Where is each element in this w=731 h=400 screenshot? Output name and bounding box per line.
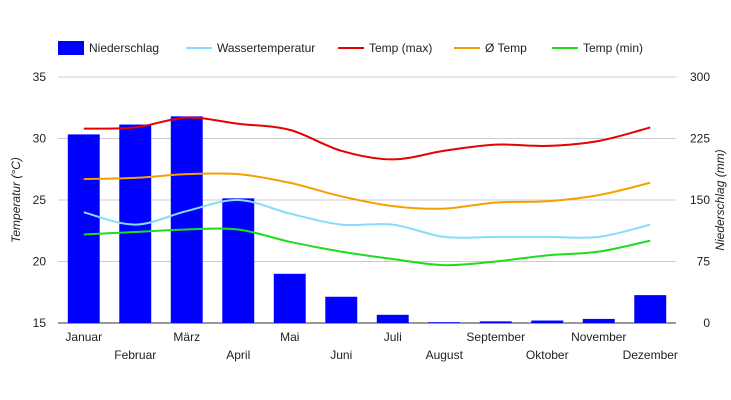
y-tick-label-left: 20 xyxy=(33,255,47,269)
x-tick-label: Juli xyxy=(384,330,402,344)
y-tick-label-right: 225 xyxy=(690,132,710,146)
legend-label: Ø Temp xyxy=(485,41,527,55)
legend-item-niederschlag: Niederschlag xyxy=(58,41,159,55)
x-tick-label: Juni xyxy=(330,348,352,362)
bar-niederschlag xyxy=(376,314,409,323)
x-tick-label: März xyxy=(173,330,200,344)
x-tick-label: Dezember xyxy=(623,348,678,362)
line-temp-min xyxy=(83,227,651,267)
y-tick-label-right: 150 xyxy=(690,193,710,207)
legend-label: Wassertemperatur xyxy=(217,41,315,55)
x-tick-label: August xyxy=(426,348,464,362)
y-axis-title-right: Niederschlag (mm) xyxy=(713,149,727,250)
line-o-temp xyxy=(83,172,651,210)
legend-label: Temp (min) xyxy=(583,41,643,55)
x-axis: Januar Februar März April Mai Juni Juli AugustS… xyxy=(65,330,678,362)
x-tick-label: Februar xyxy=(114,348,156,362)
gridlines xyxy=(58,76,676,324)
bar-niederschlag xyxy=(325,296,358,323)
legend-item-o-temp: Ø Temp xyxy=(454,41,527,55)
legend-item-temp-max: Temp (max) xyxy=(338,41,432,55)
bar-niederschlag xyxy=(428,322,461,323)
bar-niederschlag xyxy=(479,321,512,323)
legend-swatch xyxy=(58,41,84,55)
x-tick-label: November xyxy=(571,330,626,344)
legend: Niederschlag Wassertemperatur Temp (max) Ø … xyxy=(58,41,643,55)
right-axis: 0 75 150 225 300 xyxy=(690,70,710,330)
x-tick-label: Januar xyxy=(65,330,102,344)
line-wassertemperatur xyxy=(83,198,651,239)
bar-niederschlag xyxy=(67,134,100,323)
y-axis-title-left: Temperatur (°C) xyxy=(9,157,23,243)
y-tick-label-right: 0 xyxy=(703,316,710,330)
y-tick-label-left: 30 xyxy=(33,132,47,146)
legend-item-wassertemperatur: Wassertemperatur xyxy=(186,41,315,55)
left-axis: 15 20 25 30 35 xyxy=(33,70,47,330)
bar-niederschlag xyxy=(222,198,255,323)
x-tick-label: Oktober xyxy=(526,348,569,362)
bar-niederschlag xyxy=(634,295,667,323)
bar-niederschlag xyxy=(273,273,306,323)
bar-niederschlag xyxy=(170,116,203,323)
x-tick-label: Mai xyxy=(280,330,299,344)
legend-item-temp-min: Temp (min) xyxy=(552,41,643,55)
bar-niederschlag xyxy=(582,318,615,323)
bar-niederschlag xyxy=(531,320,564,323)
legend-label: Niederschlag xyxy=(89,41,159,55)
line-series xyxy=(83,116,651,267)
y-tick-label-left: 25 xyxy=(33,193,47,207)
x-tick-label: September xyxy=(466,330,525,344)
line-temp-max xyxy=(83,116,651,161)
x-tick-label: April xyxy=(226,348,250,362)
legend-label: Temp (max) xyxy=(369,41,432,55)
y-tick-label-left: 35 xyxy=(33,70,47,84)
y-tick-label-right: 75 xyxy=(697,255,711,269)
y-tick-label-left: 15 xyxy=(33,316,47,330)
y-tick-label-right: 300 xyxy=(690,70,710,84)
